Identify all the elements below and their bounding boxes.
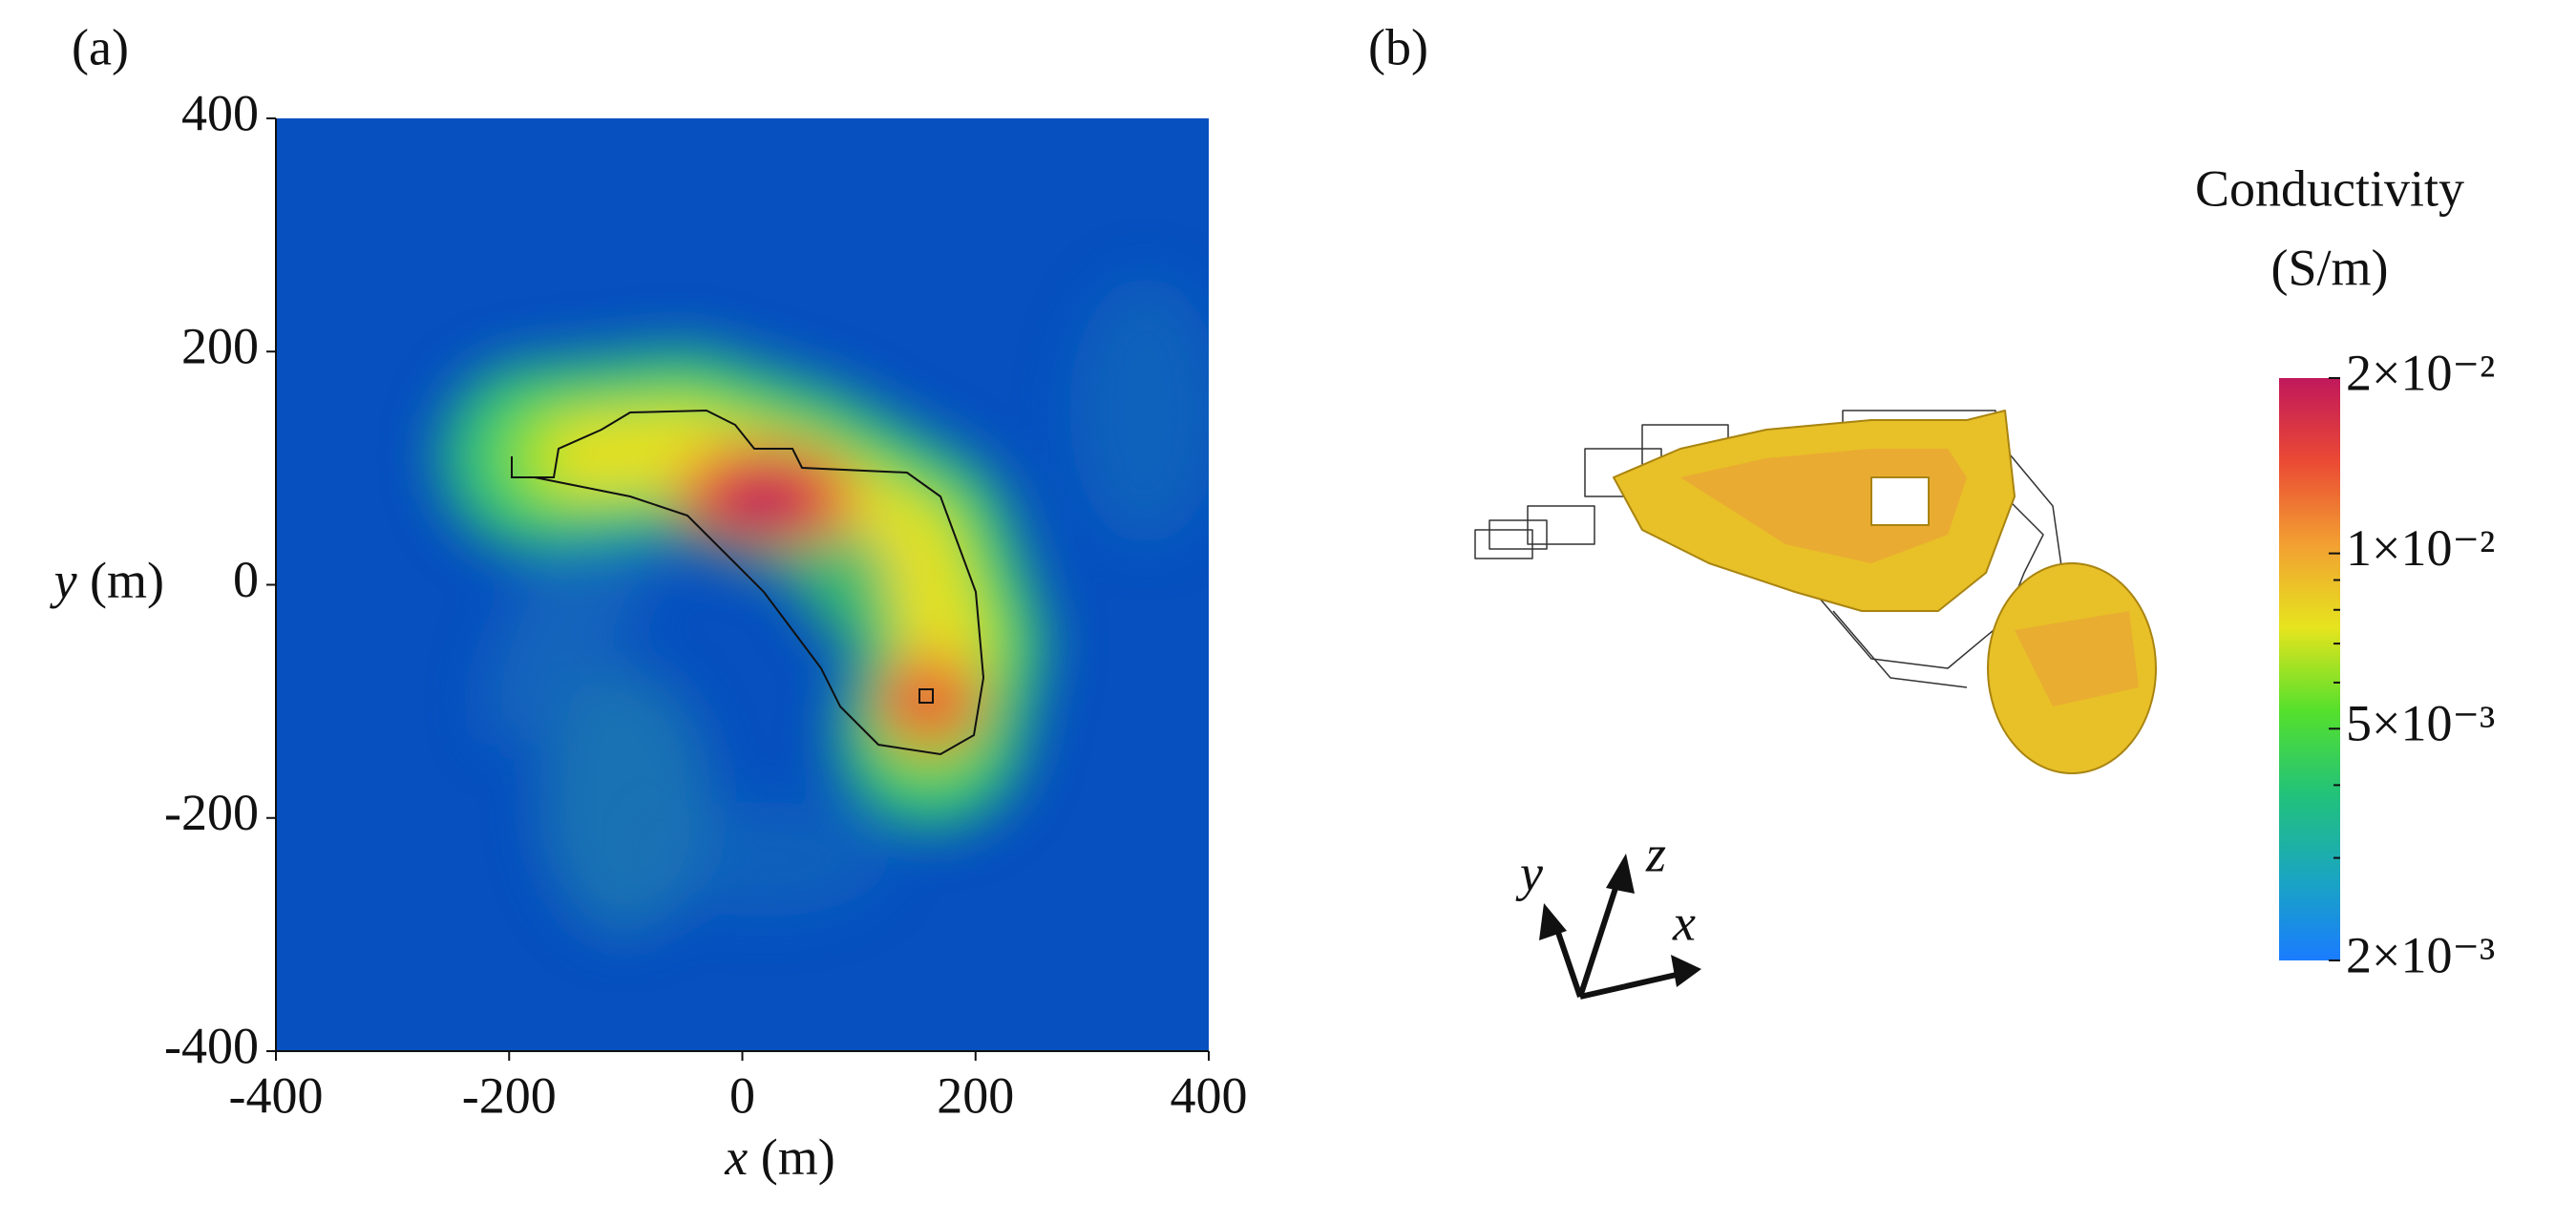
- x-tick-label: -200: [462, 1066, 557, 1124]
- y-tick-label: -200: [164, 784, 259, 841]
- panel-label: (a): [72, 18, 129, 75]
- x-tick-label: 400: [1171, 1066, 1248, 1124]
- colorbar-tick-label: 1×10⁻²: [2346, 519, 2495, 577]
- y-axis-label: y (m): [50, 552, 164, 609]
- axis-variable: x: [724, 1128, 748, 1186]
- triad-label: y: [1515, 844, 1543, 901]
- x-tick-label: 0: [729, 1066, 755, 1124]
- colorbar: [2279, 378, 2340, 960]
- y-tick-label: 400: [181, 84, 259, 141]
- y-tick-label: 0: [233, 551, 259, 608]
- colorbar-tick-label: 5×10⁻³: [2346, 695, 2495, 752]
- y-tick-label: 200: [181, 318, 259, 375]
- colorbar-unit: (S/m): [2270, 239, 2388, 296]
- triad-label: x: [1672, 894, 1696, 951]
- panel-label: (b): [1368, 18, 1428, 75]
- colorbar-tick-label: 2×10⁻³: [2346, 926, 2495, 983]
- triad-label: z: [1645, 825, 1666, 882]
- y-tick-label: -400: [164, 1017, 259, 1074]
- x-axis-label: x (m): [724, 1128, 834, 1186]
- x-tick-label: -400: [229, 1066, 324, 1124]
- axes-triad: [1539, 854, 1701, 1000]
- heatmap: [276, 118, 1209, 1051]
- x-tick-label: 200: [937, 1066, 1014, 1124]
- axis-unit: (m): [761, 1128, 835, 1186]
- axis-variable: y: [50, 552, 77, 609]
- colorbar-title: Conductivity: [2195, 159, 2464, 217]
- colorbar-tick-label: 2×10⁻²: [2346, 344, 2495, 401]
- axis-unit: (m): [90, 552, 164, 609]
- voxel-render: [1474, 410, 2157, 774]
